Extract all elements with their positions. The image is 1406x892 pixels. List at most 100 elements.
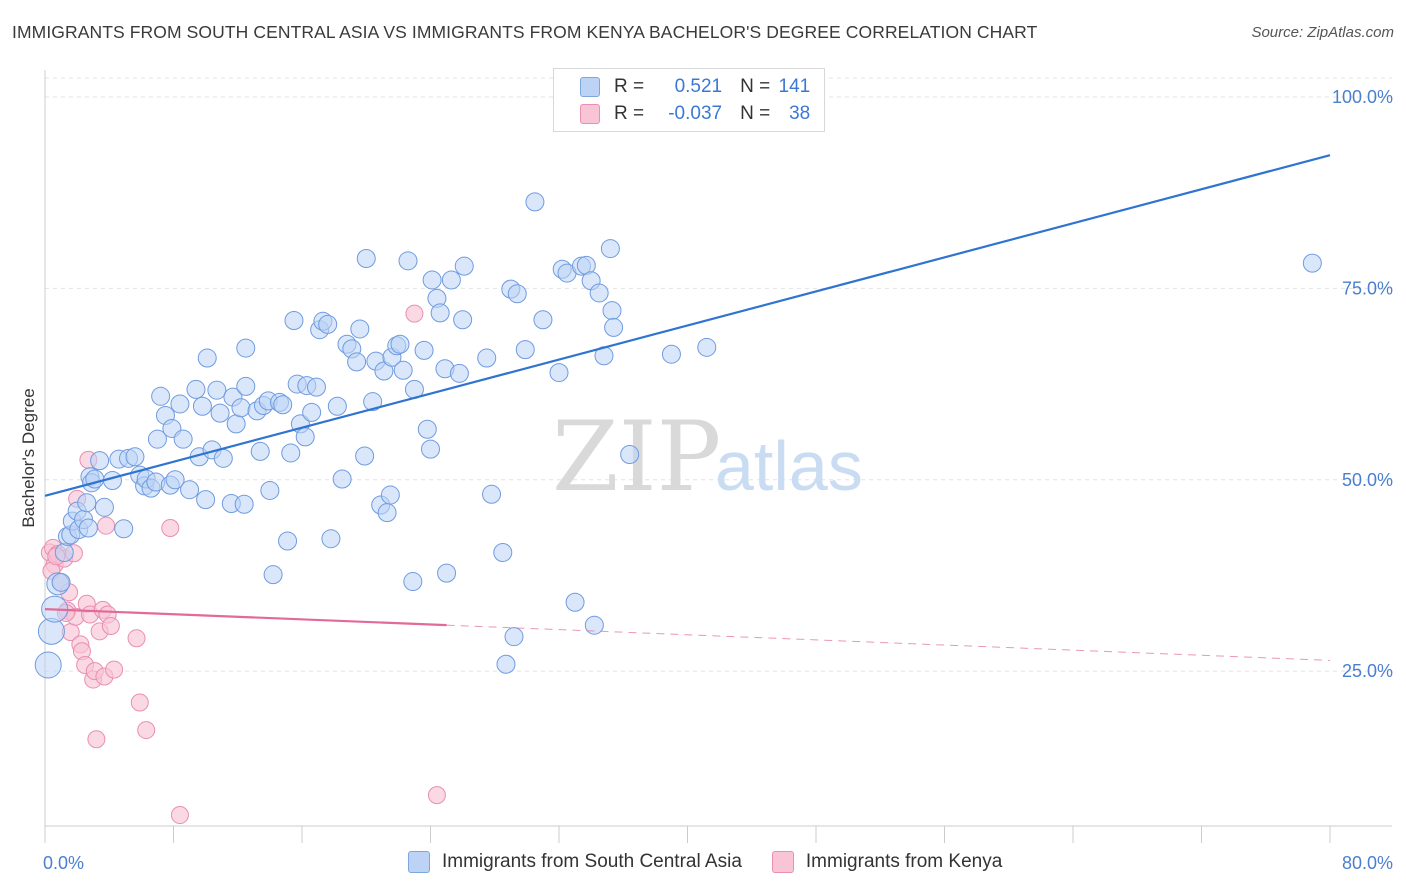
data-point: [533, 310, 553, 330]
data-point: [210, 403, 230, 423]
data-point: [477, 348, 497, 368]
data-point: [449, 363, 469, 383]
y-tick-label: 50.0%: [1342, 470, 1393, 490]
data-point: [421, 439, 440, 459]
y-axis-label: Bachelor's Degree: [19, 388, 38, 527]
y-tick-label: 75.0%: [1342, 278, 1393, 298]
legend-n-label: N =: [740, 76, 771, 97]
y-tick-label: 25.0%: [1342, 661, 1393, 681]
data-point: [192, 396, 212, 416]
data-point: [213, 448, 233, 468]
data-point: [236, 338, 256, 358]
data-point: [151, 386, 171, 406]
data-point: [281, 443, 301, 463]
data-point: [231, 398, 251, 418]
trend-line-kenya-projection: [446, 624, 1331, 661]
legend-swatch-blue: [408, 851, 430, 873]
data-point: [393, 360, 413, 380]
data-point: [180, 480, 200, 500]
data-point: [321, 529, 341, 549]
data-point: [661, 344, 681, 364]
data-point: [306, 377, 326, 397]
data-point: [584, 615, 604, 635]
data-point: [1302, 253, 1322, 273]
legend-r-label: R =: [614, 103, 645, 124]
data-point: [377, 503, 397, 523]
data-point: [302, 402, 322, 422]
data-point: [173, 429, 193, 449]
data-point: [137, 721, 156, 740]
data-point: [453, 310, 473, 330]
data-point: [196, 490, 216, 510]
data-point: [380, 485, 400, 505]
data-point: [427, 786, 446, 805]
legend-n-value: 38: [789, 103, 811, 124]
legend-n-value: 141: [778, 76, 811, 97]
data-point: [356, 249, 376, 269]
legend-r-label: R =: [614, 76, 645, 97]
legend-swatch-pink: [580, 104, 600, 124]
data-point: [90, 451, 110, 471]
data-point: [207, 380, 227, 400]
data-point: [226, 414, 246, 434]
data-point: [161, 518, 180, 537]
legend-n-label: N =: [740, 103, 771, 124]
legend-item-kenya[interactable]: Immigrants from Kenya: [771, 851, 1002, 873]
chart-title: IMMIGRANTS FROM SOUTH CENTRAL ASIA VS IM…: [12, 22, 1038, 42]
data-point: [273, 395, 293, 415]
data-point: [295, 427, 315, 447]
data-point: [525, 192, 545, 212]
legend-item-south-central-asia[interactable]: Immigrants from South Central Asia: [408, 851, 742, 873]
data-point: [170, 806, 189, 825]
data-point: [504, 627, 524, 647]
data-point: [101, 616, 120, 635]
data-point: [437, 563, 457, 583]
data-point: [441, 270, 461, 290]
data-point: [125, 447, 145, 467]
data-point: [620, 444, 640, 464]
data-point: [430, 303, 450, 323]
data-point: [114, 519, 134, 539]
data-point: [604, 317, 624, 337]
series-legend: Immigrants from South Central Asia Immig…: [408, 851, 1032, 873]
data-point: [54, 542, 74, 562]
trend-lines: [44, 154, 1331, 661]
source-label: Source: ZipAtlas.com: [1251, 24, 1394, 41]
data-point: [78, 518, 98, 538]
data-point: [417, 419, 437, 439]
legend-swatch-blue: [580, 77, 600, 97]
data-point: [327, 396, 347, 416]
data-point: [51, 572, 71, 592]
data-point: [398, 251, 418, 271]
data-point: [260, 480, 280, 500]
data-point: [454, 256, 474, 276]
x-tick-label: 80.0%: [1342, 853, 1393, 873]
data-point: [97, 516, 116, 535]
watermark: ZIP atlas: [552, 401, 863, 513]
data-point: [87, 730, 106, 749]
data-point: [697, 337, 717, 357]
data-point: [350, 319, 370, 339]
data-point: [482, 484, 502, 504]
data-point: [77, 493, 97, 513]
data-point: [565, 592, 585, 612]
data-point: [414, 340, 434, 360]
data-point: [422, 270, 442, 290]
legend-r-value: 0.521: [674, 76, 723, 97]
legend-swatch-pink: [771, 851, 794, 873]
data-point: [170, 394, 190, 414]
data-point: [127, 629, 146, 648]
data-point: [405, 304, 424, 323]
data-point: [403, 572, 423, 592]
legend-r-value: -0.037: [668, 103, 723, 124]
legend-item-label: Immigrants from South Central Asia: [442, 851, 742, 872]
data-point: [94, 497, 114, 517]
data-point: [355, 446, 375, 466]
data-point: [318, 314, 338, 334]
data-point: [507, 284, 527, 304]
data-point: [236, 376, 256, 396]
data-point: [165, 470, 185, 490]
data-point: [250, 441, 270, 461]
data-point: [589, 283, 609, 303]
